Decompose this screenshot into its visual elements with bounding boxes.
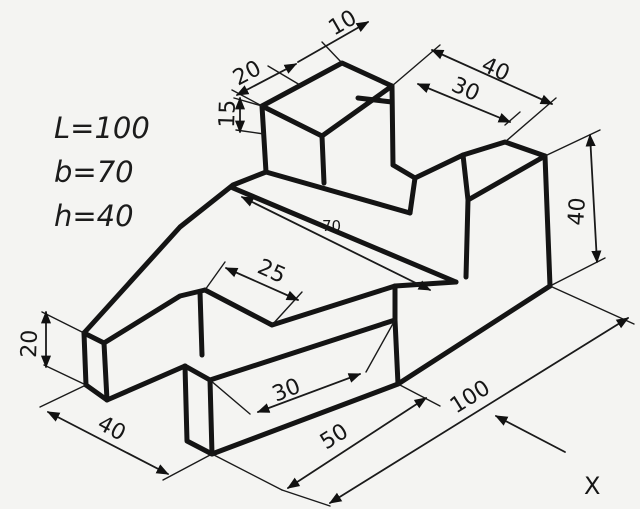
- dimension-lines: [39, 21, 635, 507]
- note-height: h=40: [54, 199, 134, 233]
- note-breadth: b=70: [54, 155, 134, 189]
- label-end-width: 40: [93, 411, 129, 446]
- label-top-block-width: 20: [229, 56, 265, 91]
- label-overall-length: 100: [446, 376, 495, 419]
- label-middle-length: 70: [322, 217, 341, 235]
- size-notes: L=100 b=70 h=40: [54, 111, 150, 233]
- note-length: L=100: [54, 111, 150, 145]
- label-step-width: 30: [448, 73, 484, 107]
- label-end-height: 20: [17, 329, 43, 358]
- label-slot-width: 25: [254, 255, 290, 289]
- view-direction-label: X: [584, 472, 600, 500]
- label-slot-depth: 30: [269, 374, 304, 408]
- label-top-gap: 10: [325, 6, 362, 42]
- label-top-depth: 40: [478, 53, 514, 87]
- label-top-block-height: 15: [215, 99, 241, 128]
- label-overall-height: 40: [564, 197, 591, 227]
